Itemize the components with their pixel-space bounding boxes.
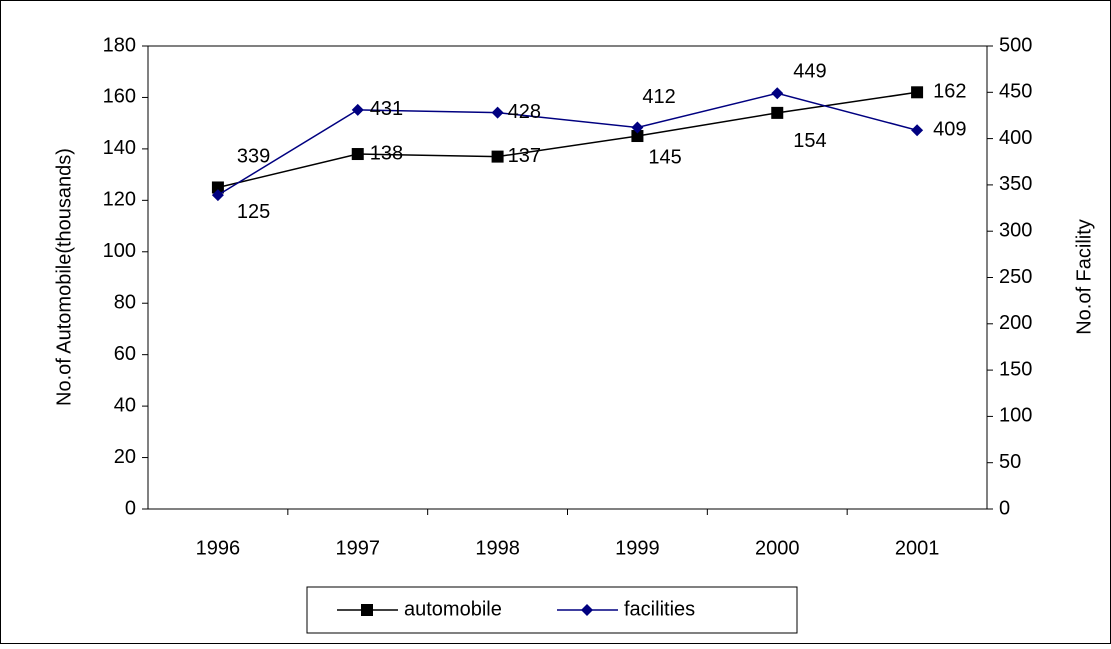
plot-area (147, 45, 988, 510)
data-label: 449 (793, 61, 826, 83)
y2-tick-label: 450 (999, 81, 1032, 103)
data-label: 145 (648, 146, 681, 168)
data-label: 125 (237, 201, 270, 223)
data-label: 409 (933, 119, 966, 141)
x-tick-label: 2000 (755, 537, 800, 559)
data-label: 154 (793, 130, 826, 152)
y-tick-label: 140 (103, 137, 136, 159)
y-tick-label: 120 (103, 189, 136, 211)
y2-tick-label: 0 (999, 497, 1010, 519)
y-tick-label: 180 (103, 34, 136, 56)
marker (771, 87, 784, 100)
data-label: 137 (508, 145, 541, 167)
marker (581, 604, 593, 616)
marker (351, 148, 364, 161)
legend-label: automobile (404, 598, 502, 620)
marker (631, 121, 644, 134)
y2-tick-label: 250 (999, 266, 1032, 288)
marker (211, 181, 224, 194)
x-tick-label: 1999 (615, 537, 660, 559)
series-line (217, 92, 918, 196)
y2-tick-label: 350 (999, 173, 1032, 195)
marker (771, 106, 784, 119)
y2-axis-title: No.of Facility (1073, 219, 1095, 335)
series-line (217, 91, 918, 189)
data-label: 162 (933, 81, 966, 103)
x-tick-label: 1996 (196, 537, 241, 559)
y-tick-label: 0 (125, 497, 136, 519)
data-label: 339 (237, 145, 270, 167)
data-label: 138 (370, 142, 403, 164)
y2-tick-label: 200 (999, 312, 1032, 334)
y-axis-title: No.of Automobile(thousands) (53, 148, 75, 406)
y-tick-label: 160 (103, 86, 136, 108)
marker (361, 604, 373, 616)
x-tick-label: 1998 (475, 537, 520, 559)
marker (491, 150, 504, 163)
marker (491, 106, 504, 119)
y-tick-label: 60 (114, 343, 136, 365)
x-tick-label: 2001 (895, 537, 940, 559)
marker (631, 130, 644, 143)
y-tick-label: 80 (114, 292, 136, 314)
marker (351, 103, 364, 116)
y2-tick-label: 300 (999, 219, 1032, 241)
marker (911, 124, 924, 137)
y-tick-label: 20 (114, 446, 136, 468)
marker (911, 86, 924, 99)
y-tick-label: 40 (114, 394, 136, 416)
data-label: 428 (508, 101, 541, 123)
marker (211, 189, 224, 202)
x-tick-label: 1997 (336, 537, 381, 559)
y-tick-label: 100 (103, 240, 136, 262)
y2-tick-label: 150 (999, 358, 1032, 380)
data-label: 431 (370, 98, 403, 120)
y2-tick-label: 50 (999, 451, 1021, 473)
y2-tick-label: 100 (999, 405, 1032, 427)
legend-label: facilities (624, 598, 695, 620)
y2-tick-label: 400 (999, 127, 1032, 149)
data-label: 412 (642, 86, 675, 108)
y2-tick-label: 500 (999, 34, 1032, 56)
